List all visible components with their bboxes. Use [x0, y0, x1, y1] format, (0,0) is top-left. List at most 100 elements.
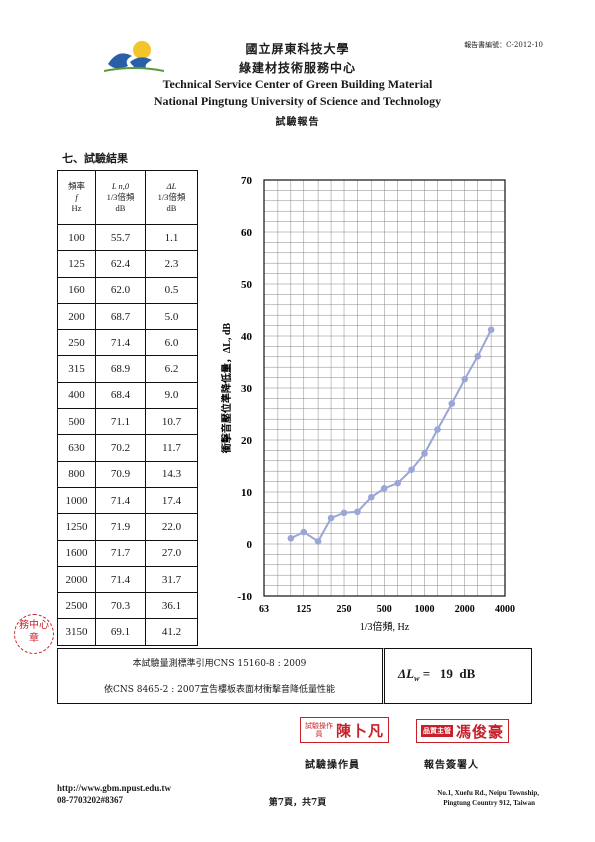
series-line: [290, 329, 493, 543]
cell-frequency: 2000: [57, 565, 96, 594]
cell-delta-l: 9.0: [145, 381, 198, 410]
cell-frequency: 160: [57, 276, 96, 304]
data-point: [327, 514, 335, 522]
table-row: 1600 71.7 27.0: [57, 539, 198, 567]
table-row: 1000 71.4 17.4: [57, 486, 198, 515]
cell-delta-l: 10.7: [145, 408, 198, 436]
signer-stamp-name: 馮俊豪: [456, 722, 505, 741]
cell-delta-l: 2.3: [145, 250, 198, 278]
data-point: [314, 538, 322, 545]
y-tick-label: 60: [241, 227, 253, 239]
data-point: [380, 485, 388, 492]
y-tick-label: 70: [241, 175, 253, 187]
data-point: [287, 534, 295, 542]
y-tick-label: 20: [241, 435, 253, 447]
cell-frequency: 630: [57, 434, 96, 462]
cell-frequency: 1000: [57, 486, 96, 515]
cell-ln0: 68.4: [95, 381, 146, 410]
y-tick-label: 50: [241, 279, 253, 291]
results-table: 頻率 f Hz L n,0 1/3倍頻 dB ΔL 1/3倍頻 dB 100 55…: [57, 170, 198, 646]
footer-address-line2: Pingtung Country 912, Taiwan: [443, 799, 535, 807]
table-row: 2000 71.4 31.7: [57, 565, 198, 594]
x-tick-label: 1000: [415, 604, 435, 615]
data-point: [340, 509, 348, 517]
cell-ln0: 71.1: [95, 408, 146, 436]
table-row: 2500 70.3 36.1: [57, 592, 198, 620]
y-tick-label: 0: [247, 539, 253, 551]
data-point: [448, 400, 456, 407]
cell-ln0: 69.1: [95, 618, 146, 646]
standard-reference: 本試驗量測標準引用CNS 15160-8 : 2009: [132, 659, 307, 669]
plot-frame: [263, 179, 506, 597]
data-point: [474, 352, 482, 360]
data-point: [487, 326, 495, 334]
operator-label: 試驗操作員: [305, 760, 360, 771]
operator-stamp: 試驗操作員 陳卜凡: [300, 717, 390, 743]
footer-address-line1: No.1, Xuefu Rd., Neipu Township,: [437, 789, 539, 797]
y-tick-label: -10: [237, 591, 252, 603]
rating-box: [382, 648, 532, 704]
cell-frequency: 315: [57, 355, 96, 383]
table-row: 160 62.0 0.5: [57, 276, 198, 304]
cell-ln0: 71.9: [95, 513, 146, 541]
center-name-cn: 綠建材技術服務中心: [238, 61, 356, 75]
data-point: [421, 450, 428, 457]
cell-delta-l: 5.0: [145, 302, 198, 331]
cell-ln0: 70.9: [95, 460, 146, 488]
y-axis-label: 衝擊音壓位準降低量，ΔL, dB: [220, 323, 233, 455]
standard-declaration: 依CNS 8465-2 : 2007宣告樓板表面材衝擊音降低量性能: [103, 685, 336, 695]
cell-delta-l: 36.1: [145, 592, 198, 620]
header-delta-l: ΔL 1/3倍頻 dB: [145, 170, 198, 225]
cell-ln0: 62.4: [95, 250, 146, 278]
header-frequency: 頻率 f Hz: [57, 170, 96, 225]
footer-phone: 08-7703202#8367: [57, 795, 123, 805]
cell-ln0: 62.0: [95, 276, 146, 304]
table-row: 125 62.4 2.3: [57, 250, 198, 278]
operator-stamp-title: 試驗操作員: [305, 722, 333, 738]
cell-delta-l: 0.5: [145, 276, 198, 304]
cell-ln0: 70.3: [95, 592, 146, 620]
report-title: 試驗報告: [275, 117, 320, 128]
y-tick-label: 10: [241, 487, 253, 499]
x-tick-label: 2000: [455, 604, 475, 615]
cell-ln0: 68.7: [95, 302, 146, 331]
table-row: 630 70.2 11.7: [57, 434, 198, 462]
table-row: 315 68.9 6.2: [57, 355, 198, 383]
signer-label: 報告簽署人: [424, 760, 479, 771]
data-point: [300, 528, 308, 536]
x-tick-label: 4000: [495, 604, 515, 615]
cell-frequency: 125: [57, 250, 96, 278]
x-tick-label: 63: [259, 604, 269, 615]
operator-stamp-name: 陳卜凡: [336, 721, 385, 740]
data-point: [408, 466, 415, 473]
cell-delta-l: 1.1: [145, 223, 198, 252]
cell-delta-l: 6.0: [145, 329, 198, 357]
x-tick-label: 250: [337, 604, 352, 615]
cell-frequency: 200: [57, 302, 96, 331]
table-row: 1250 71.9 22.0: [57, 513, 198, 541]
cell-ln0: 55.7: [95, 223, 146, 252]
cell-ln0: 70.2: [95, 434, 146, 462]
cell-frequency: 3150: [57, 618, 96, 646]
seal-stamp: 務中心章: [14, 614, 54, 654]
table-row: 100 55.7 1.1: [57, 223, 198, 252]
table-row: 3150 69.1 41.2: [57, 618, 198, 646]
x-tick-label: 500: [377, 604, 392, 615]
dlw-symbol: ΔL: [398, 666, 415, 681]
cell-frequency: 2500: [57, 592, 96, 620]
cell-delta-l: 31.7: [145, 565, 198, 594]
table-row: 800 70.9 14.3: [57, 460, 198, 488]
cell-frequency: 400: [57, 381, 96, 410]
footer-url[interactable]: http://www.gbm.npust.edu.tw: [57, 783, 172, 793]
cell-frequency: 250: [57, 329, 96, 357]
signer-stamp-title: 品質主管: [421, 725, 453, 737]
cell-ln0: 68.9: [95, 355, 146, 383]
signer-stamp: 品質主管 馮俊豪: [416, 719, 510, 743]
cell-delta-l: 17.4: [145, 486, 198, 515]
cell-delta-l: 27.0: [145, 539, 198, 567]
delta-l-chart: -10 0 10 20 30 40 50 60 70 63 125 250 500 1000 2000 400…: [220, 175, 515, 633]
data-point: [394, 479, 401, 487]
cell-delta-l: 14.3: [145, 460, 198, 488]
cell-frequency: 1250: [57, 513, 96, 541]
table-row: 250 71.4 6.0: [57, 329, 198, 357]
